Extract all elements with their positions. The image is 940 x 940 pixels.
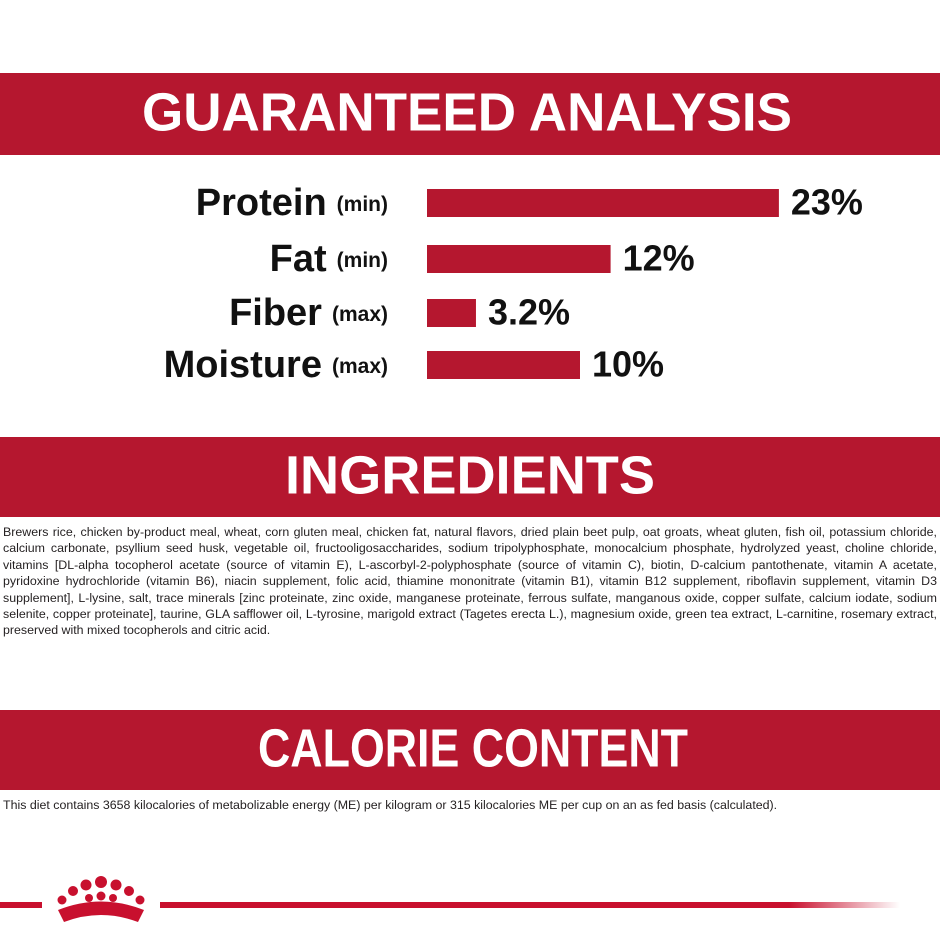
header-band: [0, 73, 940, 155]
bar: [427, 299, 476, 327]
value-label: 12%: [623, 238, 695, 279]
category-name: Fat: [270, 238, 327, 280]
bar: [427, 245, 611, 273]
section-title: CALORIE CONTENT: [258, 718, 688, 778]
calorie-text: This diet contains 3658 kilocalories of …: [3, 798, 778, 812]
bar: [427, 189, 779, 217]
section-title: INGREDIENTS: [285, 445, 655, 505]
value-label: 10%: [592, 344, 664, 385]
footer-line: [160, 902, 900, 908]
section-title: GUARANTEED ANALYSIS: [142, 82, 792, 142]
footer-line: [0, 902, 42, 908]
crown-logo: [57, 876, 145, 922]
category-qualifier: (max): [332, 355, 388, 378]
value-label: 3.2%: [488, 292, 570, 333]
header-band: [0, 437, 940, 517]
bar: [427, 351, 580, 379]
category-label: Fat (min): [270, 238, 388, 280]
value-label: 23%: [791, 182, 863, 223]
header-band: [0, 710, 940, 790]
ingredients-text: Brewers rice, chicken by-product meal, w…: [3, 525, 937, 638]
category-label: Protein (min): [196, 182, 388, 224]
category-qualifier: (max): [332, 303, 388, 326]
category-qualifier: (min): [337, 193, 388, 216]
category-name: Fiber: [229, 292, 322, 334]
category-label: Fiber (max): [229, 292, 388, 334]
category-label: Moisture (max): [164, 344, 388, 386]
category-name: Protein: [196, 182, 327, 224]
category-name: Moisture: [164, 344, 322, 386]
category-qualifier: (min): [337, 249, 388, 272]
